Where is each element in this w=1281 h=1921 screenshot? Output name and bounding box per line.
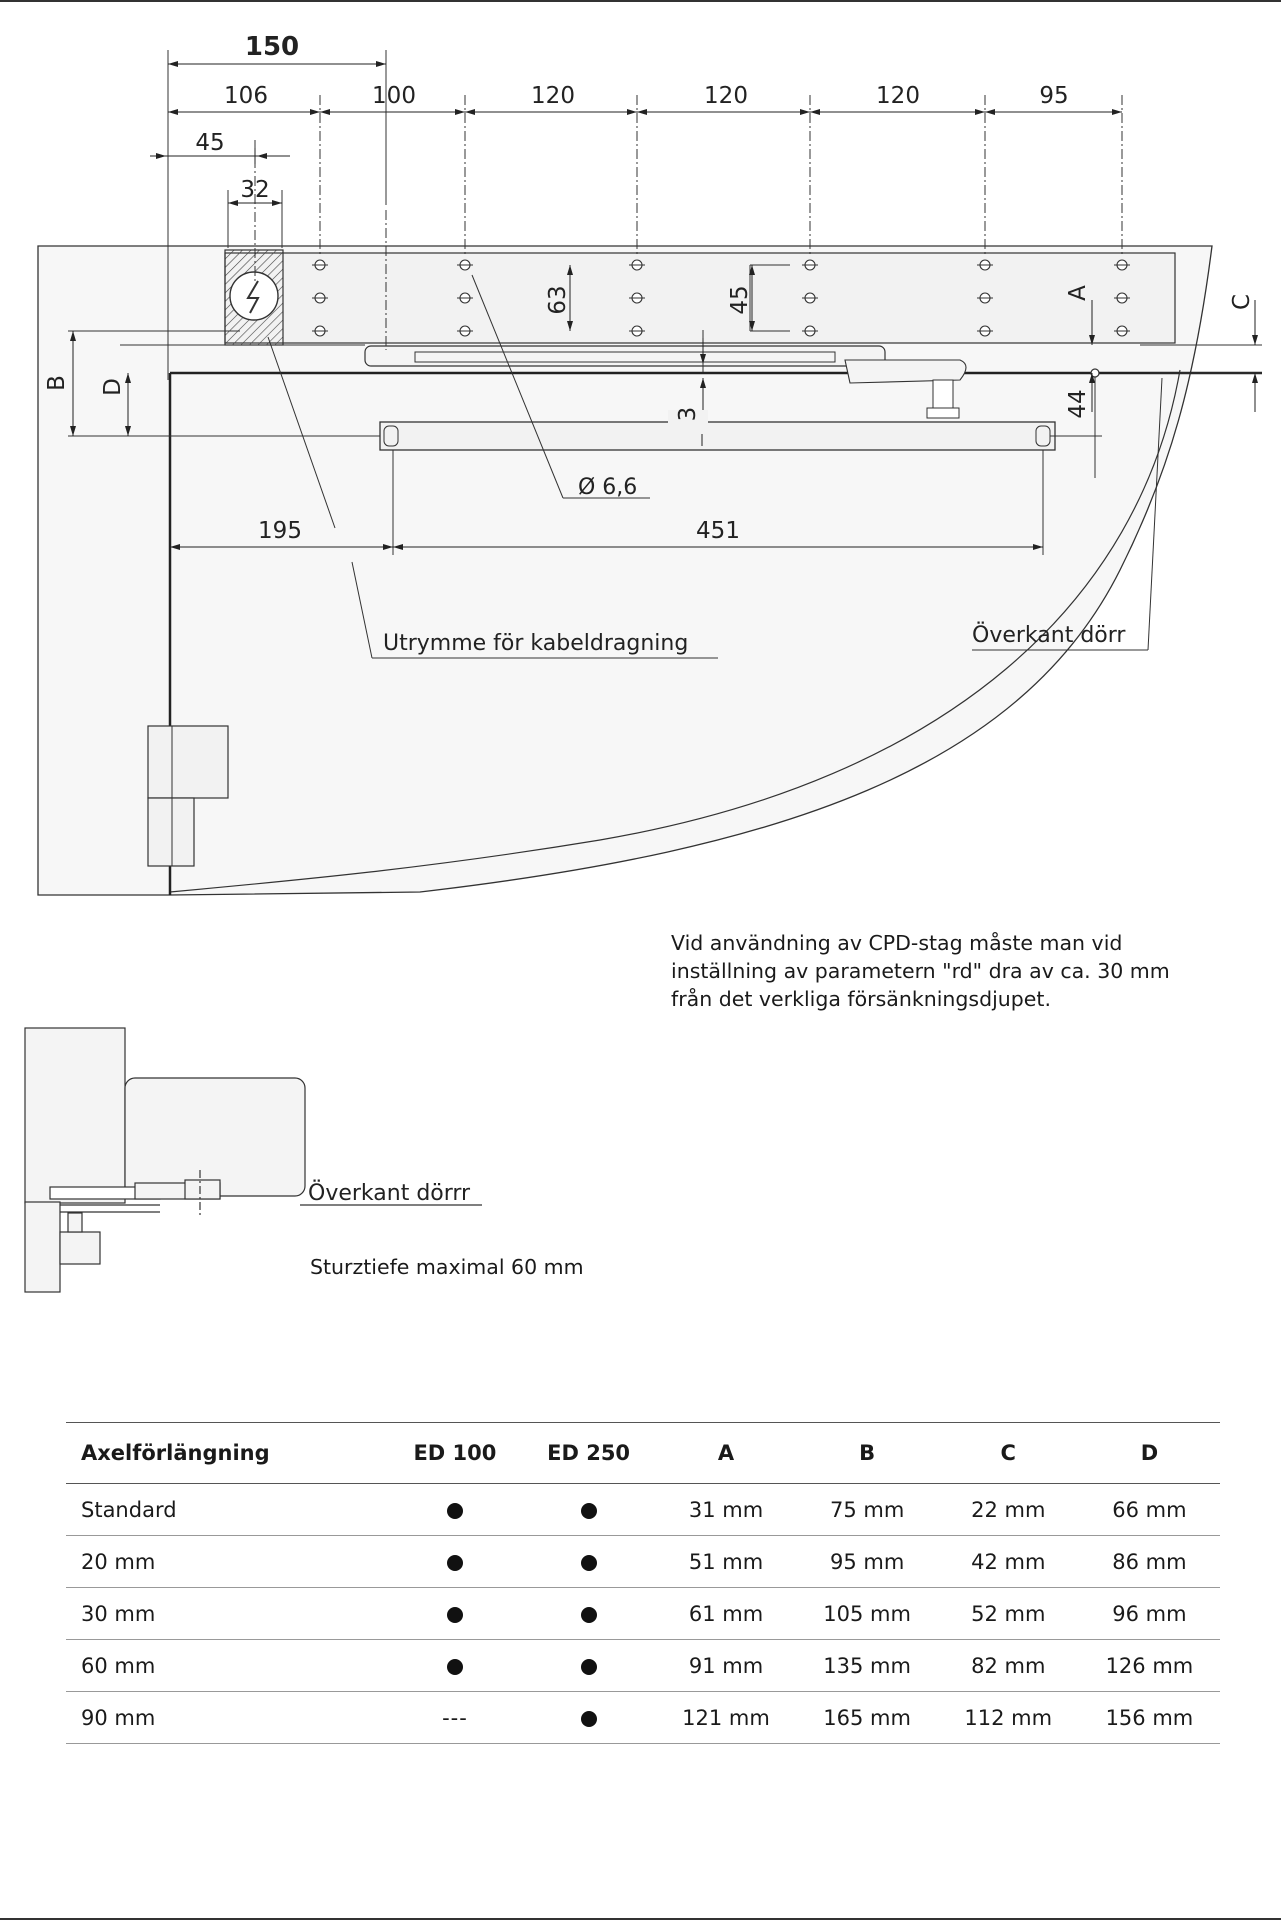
dim-45-top: 45 bbox=[195, 130, 224, 156]
dim-106: 106 bbox=[224, 83, 268, 109]
door-swing-curve bbox=[169, 369, 1181, 893]
table-row: 90 mm --- 121 mm 165 mm 112 mm 156 mm bbox=[66, 1691, 1220, 1744]
door-top-label: Överkant dörr bbox=[972, 622, 1126, 648]
power-symbol-circle bbox=[229, 271, 279, 321]
cell-D: 66 mm bbox=[1078, 1483, 1220, 1536]
dim-B: B bbox=[44, 375, 70, 391]
bullet-dot-icon bbox=[580, 1606, 597, 1623]
table-row: 60 mm 91 mm 135 mm 82 mm 126 mm bbox=[66, 1639, 1220, 1692]
cell-C: 82 mm bbox=[937, 1639, 1079, 1692]
hole-diameter-label: Ø 6,6 bbox=[578, 475, 637, 500]
cell-D: 156 mm bbox=[1078, 1691, 1220, 1744]
cell-extension: 20 mm bbox=[66, 1535, 389, 1588]
closer-arm bbox=[364, 345, 886, 367]
bullet-dot-icon bbox=[580, 1658, 597, 1675]
table-row: Standard 31 mm 75 mm 22 mm 66 mm bbox=[66, 1483, 1220, 1536]
bullet-dot-icon bbox=[580, 1502, 597, 1519]
cell-A: 121 mm bbox=[655, 1691, 797, 1744]
cell-extension: 30 mm bbox=[66, 1587, 389, 1640]
top-rule bbox=[0, 0, 1281, 2]
cell-B: 135 mm bbox=[796, 1639, 938, 1692]
dim-45-vertical: 45 bbox=[727, 285, 753, 314]
cell-C: 42 mm bbox=[937, 1535, 1079, 1588]
bullet-dot-icon bbox=[446, 1606, 463, 1623]
cell-ed100: --- bbox=[388, 1691, 522, 1744]
cell-ed250 bbox=[521, 1639, 656, 1692]
dim-63: 63 bbox=[545, 285, 571, 314]
bottom-rule bbox=[0, 1918, 1281, 1920]
spec-table: Axelförlängning ED 100 ED 250 A B C D St… bbox=[66, 1422, 1220, 1744]
detail-door-top-label: Överkant dörrr bbox=[308, 1180, 471, 1206]
cell-A: 31 mm bbox=[655, 1483, 797, 1536]
cell-D: 126 mm bbox=[1078, 1639, 1220, 1692]
dim-451: 451 bbox=[696, 518, 740, 544]
bullet-dot-icon bbox=[446, 1658, 463, 1675]
dim-100: 100 bbox=[372, 83, 416, 109]
cell-ed250 bbox=[521, 1691, 656, 1744]
dim-195: 195 bbox=[258, 518, 302, 544]
cpd-note-line: från det verkliga försänkningsdjupet. bbox=[671, 987, 1051, 1011]
slide-rail bbox=[379, 421, 1056, 451]
mounting-plate bbox=[224, 252, 1176, 344]
cell-B: 105 mm bbox=[796, 1587, 938, 1640]
cell-ed100 bbox=[388, 1639, 522, 1692]
cell-D: 96 mm bbox=[1078, 1587, 1220, 1640]
frame-outline bbox=[37, 245, 1213, 896]
dim-A: A bbox=[1065, 285, 1091, 301]
dim-C: C bbox=[1229, 294, 1255, 310]
col-header: ED 100 bbox=[388, 1422, 522, 1484]
cell-B: 95 mm bbox=[796, 1535, 938, 1588]
dim-120-a: 120 bbox=[531, 83, 575, 109]
bullet-dot-icon bbox=[446, 1554, 463, 1571]
cell-B: 75 mm bbox=[796, 1483, 938, 1536]
cell-ed250 bbox=[521, 1587, 656, 1640]
cell-ed250 bbox=[521, 1535, 656, 1588]
lintel-depth-note: Sturztiefe maximal 60 mm bbox=[310, 1255, 584, 1279]
cpd-note-line: inställning av parametern "rd" dra av ca… bbox=[671, 959, 1170, 983]
hinge bbox=[147, 725, 229, 799]
dim-120-b: 120 bbox=[704, 83, 748, 109]
lightning-icon bbox=[246, 280, 260, 314]
cell-ed100 bbox=[388, 1587, 522, 1640]
detail-drawing bbox=[24, 1027, 482, 1293]
cell-ed100 bbox=[388, 1535, 522, 1588]
cell-C: 22 mm bbox=[937, 1483, 1079, 1536]
cpd-note: Vid användning av CPD-stag måste man vid… bbox=[671, 929, 1170, 1013]
dim-120-c: 120 bbox=[876, 83, 920, 109]
cell-A: 61 mm bbox=[655, 1587, 797, 1640]
col-header: A bbox=[655, 1422, 797, 1484]
cell-B: 165 mm bbox=[796, 1691, 938, 1744]
col-header: Axelförlängning bbox=[66, 1422, 389, 1484]
cell-ed100 bbox=[388, 1483, 522, 1536]
bullet-dot-icon bbox=[580, 1554, 597, 1571]
bullet-dot-icon bbox=[580, 1710, 597, 1727]
cell-extension: 90 mm bbox=[66, 1691, 389, 1744]
cell-ed250 bbox=[521, 1483, 656, 1536]
cable-space-label: Utrymme för kabeldragning bbox=[383, 631, 688, 656]
col-header: D bbox=[1078, 1422, 1220, 1484]
dim-3: 3 bbox=[675, 407, 701, 422]
cell-D: 86 mm bbox=[1078, 1535, 1220, 1588]
dim-32: 32 bbox=[240, 177, 269, 203]
table-row: 20 mm 51 mm 95 mm 42 mm 86 mm bbox=[66, 1535, 1220, 1588]
table-header-row: Axelförlängning ED 100 ED 250 A B C D bbox=[66, 1422, 1220, 1484]
bullet-dot-icon bbox=[446, 1502, 463, 1519]
col-header: ED 250 bbox=[521, 1422, 656, 1484]
cell-A: 91 mm bbox=[655, 1639, 797, 1692]
dim-D: D bbox=[100, 378, 126, 396]
dim-95: 95 bbox=[1039, 83, 1068, 109]
cell-extension: 60 mm bbox=[66, 1639, 389, 1692]
table-row: 30 mm 61 mm 105 mm 52 mm 96 mm bbox=[66, 1587, 1220, 1640]
cell-A: 51 mm bbox=[655, 1535, 797, 1588]
cell-extension: Standard bbox=[66, 1483, 389, 1536]
col-header: C bbox=[937, 1422, 1079, 1484]
dim-44: 44 bbox=[1065, 389, 1091, 418]
cell-C: 112 mm bbox=[937, 1691, 1079, 1744]
col-header: B bbox=[796, 1422, 938, 1484]
cell-C: 52 mm bbox=[937, 1587, 1079, 1640]
cpd-note-line: Vid användning av CPD-stag måste man vid bbox=[671, 931, 1123, 955]
dim-150: 150 bbox=[245, 32, 299, 62]
